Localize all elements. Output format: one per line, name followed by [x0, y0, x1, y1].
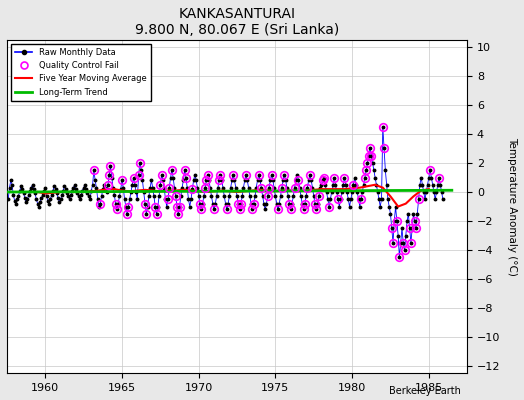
- Legend: Raw Monthly Data, Quality Control Fail, Five Year Moving Average, Long-Term Tren: Raw Monthly Data, Quality Control Fail, …: [11, 44, 150, 101]
- Text: Berkeley Earth: Berkeley Earth: [389, 386, 461, 396]
- Title: KANKASANTURAI
9.800 N, 80.067 E (Sri Lanka): KANKASANTURAI 9.800 N, 80.067 E (Sri Lan…: [135, 7, 339, 37]
- Y-axis label: Temperature Anomaly (°C): Temperature Anomaly (°C): [507, 137, 517, 276]
